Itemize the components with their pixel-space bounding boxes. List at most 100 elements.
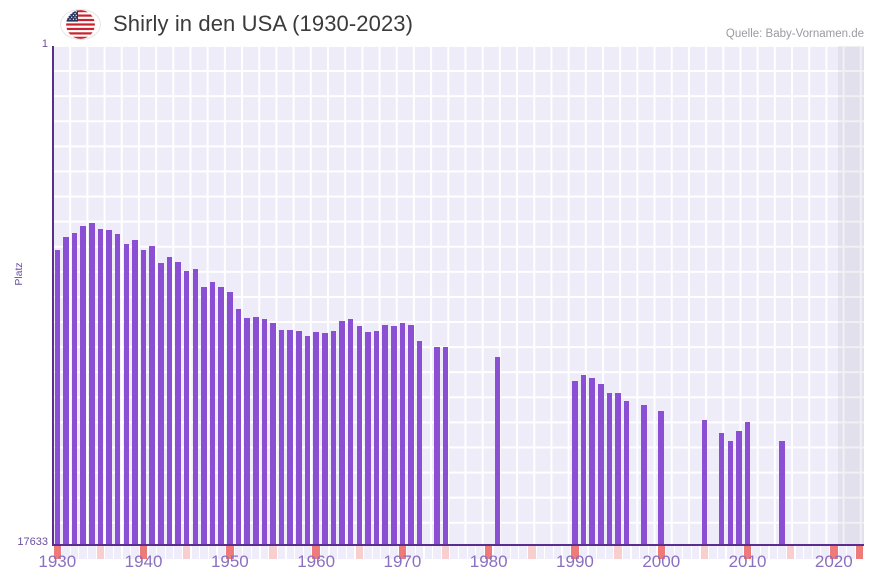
tick-bg-1992	[588, 546, 596, 559]
bar[interactable]	[589, 377, 595, 545]
tick-bg-1976	[450, 546, 458, 559]
bar[interactable]	[54, 249, 61, 545]
bar[interactable]	[744, 422, 751, 545]
bar[interactable]	[123, 243, 130, 545]
tick-major-1930	[53, 546, 62, 559]
x-tick-1980: 1980	[469, 552, 508, 571]
bar[interactable]	[158, 263, 164, 545]
tick-bg-2003	[683, 546, 691, 559]
bar[interactable]	[71, 233, 78, 545]
bar[interactable]	[209, 282, 216, 545]
tick-major-1960	[312, 546, 320, 559]
bar[interactable]	[701, 419, 708, 545]
tick-major-1980	[484, 546, 493, 559]
bar[interactable]	[278, 329, 285, 545]
bar[interactable]	[322, 333, 328, 545]
tick-bg-1981	[493, 546, 502, 559]
tick-bg-2001	[666, 546, 674, 559]
bar[interactable]	[779, 440, 785, 545]
bar[interactable]	[252, 317, 259, 545]
tick-minor-2015	[786, 546, 795, 559]
bar[interactable]	[365, 332, 371, 545]
bar[interactable]	[399, 323, 406, 545]
tick-major-2000	[657, 546, 665, 559]
tick-major-2010	[743, 546, 752, 559]
bar[interactable]	[218, 286, 224, 545]
bar[interactable]	[615, 392, 621, 545]
tick-minor-2005	[700, 546, 709, 559]
bar[interactable]	[580, 374, 587, 545]
bar[interactable]	[382, 325, 388, 545]
bar[interactable]	[339, 321, 345, 545]
bar[interactable]	[114, 233, 121, 545]
tick-minor-1995	[614, 546, 622, 559]
bar[interactable]	[63, 237, 69, 545]
bar[interactable]	[373, 331, 380, 545]
bar[interactable]	[304, 336, 311, 545]
tick-bg-1962	[329, 546, 338, 559]
bar[interactable]	[442, 346, 449, 545]
bar[interactable]	[356, 325, 363, 545]
bar[interactable]	[175, 262, 181, 545]
bar[interactable]	[183, 270, 190, 545]
bar[interactable]	[97, 229, 104, 545]
bar[interactable]	[572, 381, 578, 545]
bar[interactable]	[347, 319, 354, 545]
bar[interactable]	[598, 384, 604, 545]
tick-minor-1945	[183, 546, 191, 559]
tick-bg-2022	[847, 546, 855, 559]
tick-bg-1952	[243, 546, 251, 559]
bar[interactable]	[330, 331, 337, 545]
x-tick-1990: 1990	[556, 552, 594, 571]
bar[interactable]	[80, 225, 86, 545]
bar[interactable]	[494, 357, 501, 545]
tick-bg-1969	[390, 546, 398, 559]
bar[interactable]	[227, 291, 233, 545]
tick-major-1950	[226, 546, 234, 559]
tick-bg-2017	[804, 546, 812, 559]
x-axis-line	[52, 544, 864, 546]
tick-bg-1941	[148, 546, 156, 559]
bar[interactable]	[658, 411, 664, 545]
tick-major-end	[855, 546, 864, 559]
bar[interactable]	[235, 309, 242, 545]
bar[interactable]	[313, 331, 319, 545]
tick-minor-1975	[441, 546, 450, 559]
x-tick-2010: 2010	[728, 552, 767, 571]
bar[interactable]	[606, 392, 613, 545]
bar[interactable]	[391, 325, 397, 545]
tick-bg-1942	[157, 546, 165, 559]
future-shaded-region	[838, 46, 864, 545]
bar[interactable]	[718, 432, 725, 545]
bar[interactable]	[408, 325, 414, 545]
bar[interactable]	[416, 341, 423, 545]
bar[interactable]	[434, 347, 440, 545]
tick-bg-2009	[735, 546, 743, 559]
tick-bg-1944	[174, 546, 182, 559]
bar[interactable]	[296, 330, 302, 545]
bar[interactable]	[287, 330, 293, 545]
bar[interactable]	[736, 430, 742, 545]
bar[interactable]	[140, 249, 147, 545]
tick-major-1940	[139, 546, 148, 559]
tick-bg-1974	[433, 546, 441, 559]
bar[interactable]	[623, 400, 630, 545]
tick-minor-1965	[355, 546, 363, 559]
source-note: Quelle: Baby-Vornamen.de	[725, 28, 864, 40]
tick-bg-1931	[62, 546, 70, 559]
bar[interactable]	[261, 319, 268, 545]
bar[interactable]	[270, 323, 276, 545]
tick-bg-1936	[105, 546, 113, 559]
bar[interactable]	[727, 440, 734, 545]
bar[interactable]	[106, 229, 112, 545]
bar[interactable]	[166, 257, 173, 545]
bar[interactable]	[201, 286, 207, 545]
bar[interactable]	[244, 318, 250, 545]
bar[interactable]	[192, 269, 199, 545]
bar[interactable]	[89, 222, 95, 545]
tick-bg-2014	[778, 546, 786, 559]
bar[interactable]	[641, 404, 647, 545]
bar[interactable]	[149, 245, 155, 545]
bar[interactable]	[132, 239, 138, 545]
